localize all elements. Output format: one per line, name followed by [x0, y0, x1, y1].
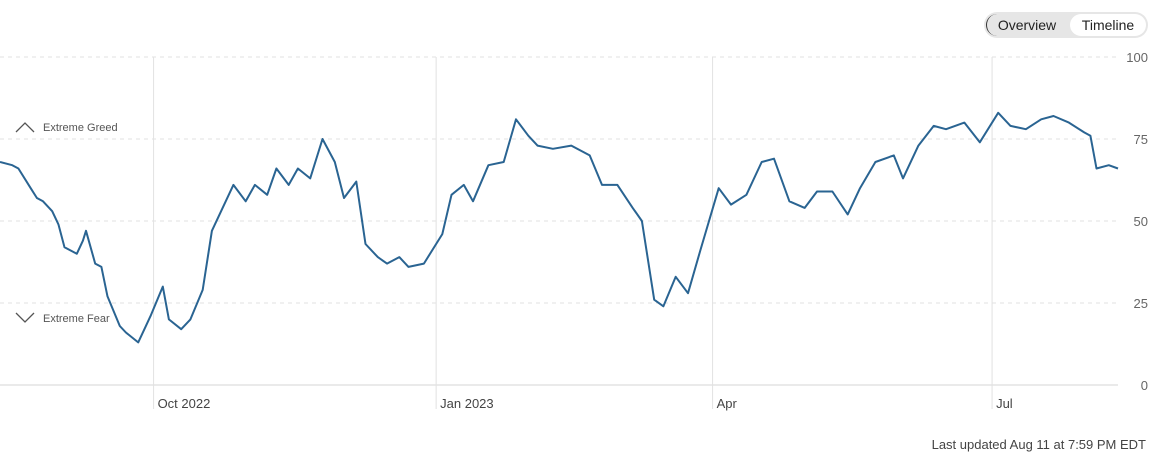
- chart-grid: [0, 56, 1118, 409]
- extreme-fear-marker: Extreme Fear: [15, 312, 110, 325]
- y-tick-label: 0: [1141, 378, 1148, 393]
- last-updated-text: Last updated Aug 11 at 7:59 PM EDT: [931, 437, 1146, 452]
- x-tick-label: Oct 2022: [158, 396, 211, 411]
- x-tick-label: Jan 2023: [440, 396, 494, 411]
- extreme-fear-label: Extreme Fear: [43, 313, 110, 325]
- x-axis: Oct 2022 Jan 2023 Apr Jul: [158, 396, 1013, 411]
- y-tick-label: 50: [1134, 214, 1148, 229]
- view-toggle: Overview Timeline: [984, 12, 1148, 38]
- y-tick-label: 100: [1126, 50, 1148, 65]
- chevron-up-icon: [15, 122, 35, 133]
- x-tick-label: Jul: [996, 396, 1013, 411]
- chevron-down-icon: [15, 312, 35, 323]
- extreme-greed-marker: Extreme Greed: [15, 122, 118, 134]
- x-tick-label: Apr: [717, 396, 738, 411]
- extreme-greed-label: Extreme Greed: [43, 122, 118, 134]
- overview-tab[interactable]: Overview: [986, 14, 1067, 36]
- y-axis: 0 25 50 75 100: [1126, 50, 1148, 393]
- y-tick-label: 25: [1134, 296, 1148, 311]
- series-line: [0, 111, 1119, 344]
- y-tick-label: 75: [1134, 132, 1148, 147]
- timeline-tab[interactable]: Timeline: [1070, 14, 1146, 36]
